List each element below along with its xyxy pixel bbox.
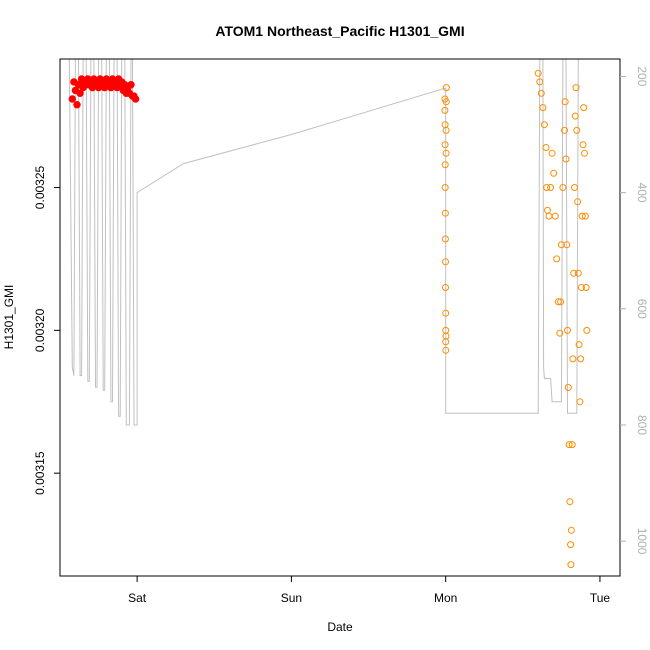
right-y-tick-label: 600 [635,299,649,319]
data-point-series-2 [534,69,542,77]
data-point-series-2 [563,241,571,249]
data-point-series-2 [565,441,573,449]
data-point-series-2 [442,284,449,291]
data-point-series-2 [577,355,585,363]
data-point-series-2 [557,241,565,249]
data-point-series-2 [567,561,575,569]
data-point-series-2 [544,206,551,214]
data-point-series-2 [441,141,449,149]
depth-line [68,58,600,426]
data-point-series-2 [561,126,568,134]
data-point-series-2 [442,346,450,354]
data-point-series-2 [547,184,555,191]
x-axis-label: Date [327,620,353,634]
data-point-series-2 [581,212,589,220]
data-point-series-2 [442,309,450,317]
right-y-tick-label: 800 [635,415,649,435]
right-y-axis: 200 400 600 800 1000 [620,66,649,555]
data-point-series-2 [548,149,556,157]
data-point-series-2 [557,298,565,306]
data-point-series-2 [537,89,545,97]
data-point-series-2 [442,258,449,266]
data-point-series-2 [564,326,571,334]
data-point-series-2 [556,329,564,337]
data-point-series-2 [581,149,588,157]
data-point-series-2 [574,198,582,206]
data-point-series-2 [442,98,450,106]
depth-line-layer [68,58,600,426]
data-point-series-2 [573,126,581,134]
x-tick-label: Mon [434,591,457,605]
data-point-series-2 [441,106,449,114]
data-point-series-2 [578,212,586,220]
data-point-series-2 [571,112,579,120]
data-point-series-2 [540,121,548,129]
data-point-series-2 [536,78,544,86]
data-point-series-2 [441,184,449,191]
y-tick-label: 0.00325 [33,165,47,209]
data-point-series-1 [76,89,84,98]
data-point-series-1 [73,101,81,109]
data-point-series-2 [542,144,550,151]
right-y-tick-label: 1000 [635,528,649,555]
data-point-series-2 [442,84,450,92]
x-tick-label: Sat [128,591,147,605]
data-point-series-2 [583,326,591,334]
data-point-series-2 [566,498,574,506]
data-point-series-2 [562,155,570,163]
data-point-series-2 [580,104,588,112]
data-point-series-2 [579,141,587,149]
data-point-series-2 [571,184,578,191]
right-y-tick-label: 400 [635,183,649,203]
y-tick-label: 0.00320 [33,308,47,352]
plot-frame [59,58,621,577]
data-point-series-2 [441,121,449,129]
data-point-series-2 [539,104,547,112]
data-point-series-2 [572,84,580,92]
data-point-series-2 [561,98,569,106]
data-point-series-2 [543,184,551,191]
data-point-series-2 [554,298,562,306]
data-point-series-2 [576,398,584,406]
data-point-series-1 [127,81,135,89]
data-point-series-2 [570,269,578,277]
right-y-tick-label: 200 [635,66,649,86]
data-point-series-2 [441,209,449,217]
data-point-series-2 [582,284,590,291]
y-axis-label: H1301_GMI [2,285,16,350]
data-point-series-2 [441,235,449,243]
x-tick-label: Tue [590,591,611,605]
data-point-series-2 [559,184,567,191]
data-point-series-1 [68,95,77,103]
data-point-series-2 [441,161,449,169]
data-point-series-2 [442,332,450,340]
y-tick-label: 0.00315 [33,451,47,495]
chart-title: ATOM1 Northeast_Pacific H1301_GMI [215,23,464,39]
data-point-series-2 [545,212,553,220]
data-point-series-2 [569,355,577,363]
data-point-series-2 [550,169,558,177]
x-axis: Sat Sun Mon Tue [128,576,610,605]
points-layer [68,69,591,569]
data-point-series-2 [564,384,572,391]
data-point-series-2 [568,441,576,449]
data-point-series-2 [567,526,575,534]
data-point-series-2 [577,284,585,291]
y-axis: 0.00315 0.00320 0.00325 [33,165,60,495]
data-point-series-2 [567,541,575,549]
data-point-series-2 [574,269,582,277]
x-tick-label: Sun [281,591,302,605]
data-point-series-2 [551,212,559,220]
data-point-series-2 [553,255,561,263]
data-point-series-2 [442,126,450,134]
data-point-series-1 [131,95,140,103]
data-point-series-2 [575,341,583,349]
data-point-series-2 [442,149,450,157]
